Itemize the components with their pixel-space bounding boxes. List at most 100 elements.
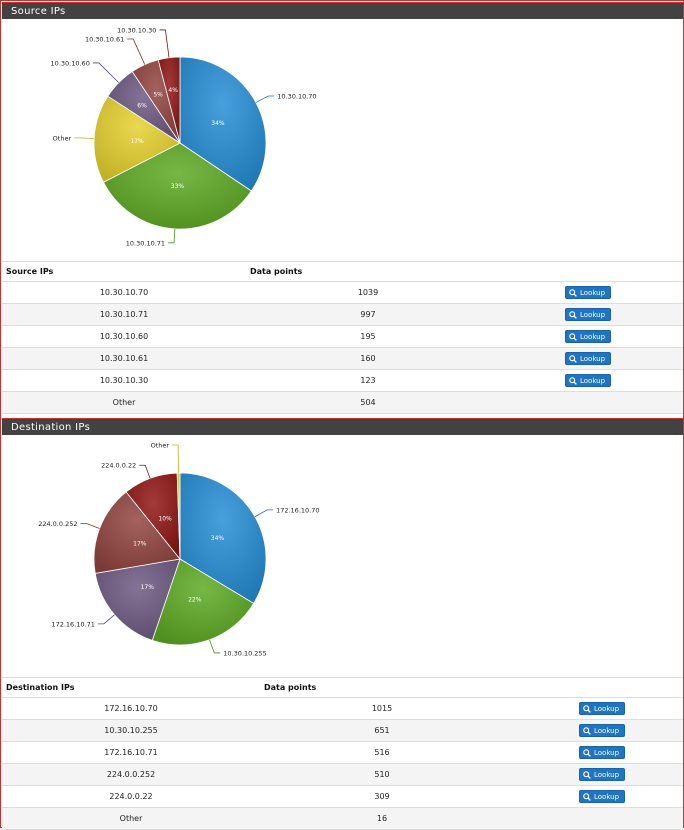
lookup-button[interactable]: Lookup <box>579 746 626 759</box>
ip-cell: Other <box>2 391 246 414</box>
slice-category-label: 10.30.10.60 <box>51 59 90 67</box>
table-row: 10.30.10.60 195 Lookup <box>2 325 683 348</box>
destination-ips-pie-chart: 34% 172.16.10.70 22% 10.30.10.255 17% 172.16.… <box>38 442 319 658</box>
table-row: 224.0.0.252 510 Lookup <box>2 763 683 786</box>
data-points-cell: 309 <box>260 785 504 808</box>
lookup-button[interactable]: Lookup <box>565 374 612 387</box>
slice-category-label: 10.30.10.71 <box>126 239 165 247</box>
slice-category-label: 224.0.0.22 <box>101 462 136 470</box>
source-ips-table: Source IPs Data points 10.30.10.70 1039 Lo… <box>2 261 683 414</box>
table-row: 224.0.0.22 309 Lookup <box>2 785 683 808</box>
lookup-button[interactable]: Lookup <box>565 352 612 365</box>
slice-category-label: Other <box>151 442 170 450</box>
data-points-cell: 1039 <box>246 281 490 304</box>
destination-table-body: 172.16.10.70 1015 Lookup 10.30.10.255 651 Loo… <box>2 697 683 830</box>
slice-percent-label: 33% <box>171 183 185 190</box>
data-points-cell: 516 <box>260 741 504 764</box>
data-points-cell: 651 <box>260 719 504 742</box>
lookup-label: Lookup <box>594 770 620 779</box>
source-ips-header: Source IPs <box>2 2 683 19</box>
destination-ips-title: Destination IPs <box>11 422 91 433</box>
leader-line <box>159 29 170 58</box>
actions-cell: Lookup <box>504 697 683 720</box>
data-points-cell: 123 <box>246 369 490 392</box>
ip-cell: 172.16.10.70 <box>2 697 260 720</box>
pie-slice <box>179 472 267 604</box>
actions-cell: Lookup <box>490 281 683 304</box>
table-row: 10.30.10.61 160 Lookup <box>2 347 683 370</box>
search-icon <box>569 376 577 385</box>
lookup-button[interactable]: Lookup <box>579 768 626 781</box>
table-row: 10.30.10.71 997 Lookup <box>2 303 683 326</box>
leader-line <box>172 444 179 474</box>
lookup-button[interactable]: Lookup <box>565 286 612 299</box>
slice-percent-label: 4% <box>168 87 178 94</box>
source-ips-title: Source IPs <box>11 6 66 17</box>
search-icon <box>569 310 577 319</box>
lookup-button[interactable]: Lookup <box>579 702 626 715</box>
table-row: 10.30.10.70 1039 Lookup <box>2 281 683 304</box>
slice-percent-label: 34% <box>211 120 225 127</box>
slice-percent-label: 10% <box>158 516 172 523</box>
lookup-label: Lookup <box>594 704 620 713</box>
ip-cell: 10.30.10.71 <box>2 303 246 326</box>
lookup-button[interactable]: Lookup <box>565 330 612 343</box>
actions-cell <box>490 391 683 414</box>
leader-line <box>92 62 120 83</box>
slice-category-label: 224.0.0.252 <box>38 520 77 528</box>
data-points-cell: 160 <box>246 347 490 370</box>
table-row: 172.16.10.70 1015 Lookup <box>2 697 683 720</box>
actions-cell: Lookup <box>504 763 683 786</box>
search-icon <box>583 770 591 779</box>
slice-percent-label: 22% <box>188 596 202 603</box>
actions-cell: Lookup <box>504 785 683 808</box>
slice-category-label: Other <box>53 134 72 142</box>
destination-col-ip-header: Destination IPs <box>2 677 260 698</box>
destination-ips-header: Destination IPs <box>2 418 683 435</box>
pie-slice <box>151 558 255 646</box>
ip-cell: 10.30.10.70 <box>2 281 246 304</box>
search-icon <box>569 354 577 363</box>
leader-line <box>168 228 176 244</box>
source-col-actions-header <box>490 261 683 282</box>
slice-percent-label: 17% <box>133 541 147 548</box>
source-chart-area: 34% 10.30.10.70 33% 10.30.10.71 17% Other 6% 10… <box>2 19 683 261</box>
actions-cell: Lookup <box>504 719 683 742</box>
lookup-label: Lookup <box>580 288 606 297</box>
pie-slice <box>179 56 267 192</box>
leader-line <box>255 95 275 103</box>
slice-category-label: 172.16.10.71 <box>51 620 94 628</box>
slice-category-label: 172.16.10.70 <box>276 506 319 514</box>
actions-cell: Lookup <box>490 303 683 326</box>
leader-line <box>139 464 151 479</box>
table-row: 10.30.10.30 123 Lookup <box>2 369 683 392</box>
ip-cell: 10.30.10.60 <box>2 325 246 348</box>
search-icon <box>583 748 591 757</box>
actions-cell: Lookup <box>490 347 683 370</box>
data-points-cell: 504 <box>246 391 490 414</box>
lookup-button[interactable]: Lookup <box>565 308 612 321</box>
lookup-button[interactable]: Lookup <box>579 724 626 737</box>
ip-cell: 172.16.10.71 <box>2 741 260 764</box>
actions-cell: Lookup <box>490 325 683 348</box>
search-icon <box>583 726 591 735</box>
slice-percent-label: 6% <box>137 103 147 110</box>
search-icon <box>583 704 591 713</box>
pie-slice <box>157 56 181 144</box>
table-row: 10.30.10.255 651 Lookup <box>2 719 683 742</box>
slice-percent-label: 17% <box>130 138 144 145</box>
table-row: Other 504 <box>2 391 683 414</box>
lookup-label: Lookup <box>594 748 620 757</box>
source-col-points-header: Data points <box>246 261 490 282</box>
table-row: Other 16 <box>2 807 683 830</box>
lookup-label: Lookup <box>580 310 606 319</box>
leader-line <box>80 523 100 529</box>
ip-cell: Other <box>2 807 260 830</box>
leader-line <box>254 509 274 518</box>
source-ips-pie-chart: 34% 10.30.10.70 33% 10.30.10.71 17% Other 6% 10… <box>51 26 317 247</box>
actions-cell <box>504 807 683 830</box>
source-table-body: 10.30.10.70 1039 Lookup 10.30.10.71 997 Looku… <box>2 281 683 414</box>
data-points-cell: 16 <box>260 807 504 830</box>
lookup-button[interactable]: Lookup <box>579 790 626 803</box>
data-points-cell: 997 <box>246 303 490 326</box>
